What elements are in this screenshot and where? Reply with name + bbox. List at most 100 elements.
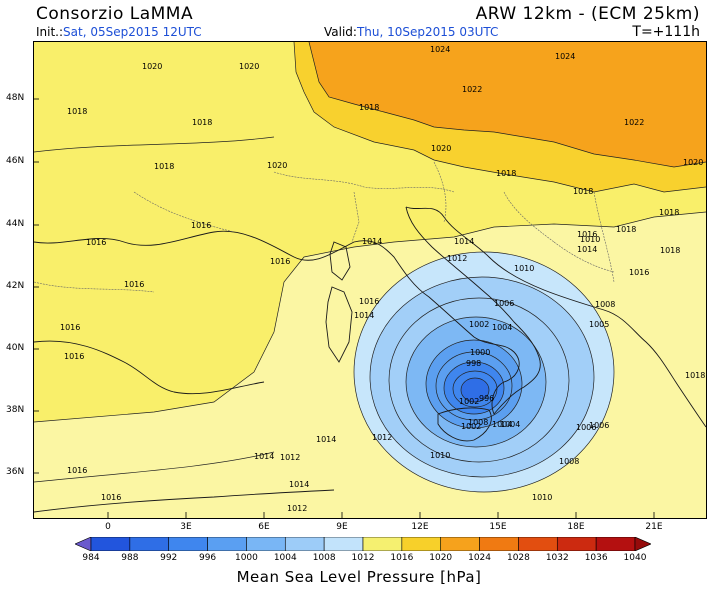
colorbar-tick-label: 1040 — [623, 553, 647, 563]
isobar-label: 1016 — [86, 238, 106, 247]
isobar-label: 1020 — [142, 62, 162, 71]
colorbar-segment — [401, 537, 442, 551]
map-svg: 1020 1020 1024 1024 1022 1022 1020 1018 1018 1018… — [34, 42, 706, 518]
colorbar-tick-label: 1028 — [506, 553, 530, 563]
lon-label-0: 0 — [105, 522, 111, 532]
forecast-step: T=+111h — [632, 24, 700, 40]
isobar-label: 1018 — [659, 208, 679, 217]
isobar-label: 1018 — [660, 246, 680, 255]
isobar-label: 1002 — [461, 422, 481, 431]
colorbar-segment — [246, 537, 286, 551]
isobar-label: 1018 — [496, 169, 516, 178]
colorbar-segment — [595, 537, 636, 551]
colorbar-segment — [556, 537, 597, 551]
lon-label-12e: 12E — [411, 522, 429, 532]
lon-label-9e: 9E — [336, 522, 348, 532]
isobar-label: 1014 — [362, 237, 382, 246]
isobar-label: 1018 — [359, 103, 379, 112]
isobar-label: 1008 — [559, 457, 579, 466]
isobar-label: 1010 — [532, 493, 552, 502]
colorbar-tick-label: 992 — [160, 553, 178, 563]
pressure-map: 1020 1020 1024 1024 1022 1022 1020 1018 1018 1018… — [33, 41, 707, 519]
isobar-label: 1008 — [468, 418, 488, 427]
isobar-label: 1016 — [64, 352, 84, 361]
lon-label-15e: 15E — [489, 522, 507, 532]
colorbar-segment — [323, 537, 364, 551]
isobar-label: 1024 — [430, 45, 450, 54]
lon-label-18e: 18E — [567, 522, 585, 532]
colorbar — [75, 537, 651, 551]
init-value: Sat, 05Sep2015 12UTC — [63, 25, 202, 39]
isobar-label: 1018 — [685, 371, 705, 380]
isobar-label: 1020 — [239, 62, 259, 71]
isobar-label: 1016 — [101, 493, 121, 502]
isobar-label: 1012 — [280, 453, 300, 462]
isobar-label: 1016 — [270, 257, 290, 266]
isobar-label: 1002 — [469, 320, 489, 329]
coastlines — [34, 206, 706, 513]
isobar-lines — [34, 42, 706, 493]
isobar-label: 1006 — [576, 423, 596, 432]
isobar-label: 1010 — [514, 264, 534, 273]
isobar-labels: 1020 1020 1024 1024 1022 1022 1020 1018 1018 1018… — [60, 45, 705, 513]
colorbar-tick-label: 988 — [121, 553, 139, 563]
isobar-label: 1004 — [492, 323, 512, 332]
lat-label-44n: 44N — [6, 219, 25, 229]
lat-label-40n: 40N — [6, 343, 25, 353]
isobar-label: 996 — [479, 394, 494, 403]
isobar-label: 1014 — [354, 311, 374, 320]
colorbar-title: Mean Sea Level Pressure [hPa] — [236, 568, 482, 586]
colorbar-tick-label: 1012 — [351, 553, 375, 563]
isobar-label: 1010 — [430, 451, 450, 460]
isobar-label: 1016 — [629, 268, 649, 277]
isobar-label: 1020 — [431, 144, 451, 153]
isobar-label: 1016 — [191, 221, 211, 230]
isobar-label: 1018 — [192, 118, 212, 127]
isobar-label: 1010 — [580, 235, 600, 244]
colorbar-segment — [207, 537, 247, 551]
isobar-label: 1020 — [683, 158, 703, 167]
isobar-label: 1012 — [447, 254, 467, 263]
title-right: ARW 12km - (ECM 25km) — [475, 4, 700, 24]
map-ticks — [34, 98, 655, 518]
lat-label-42n: 42N — [6, 281, 25, 291]
isobar-label: 1020 — [267, 161, 287, 170]
isobar-label: 1004 — [500, 420, 520, 429]
title-left: Consorzio LaMMA — [36, 4, 194, 24]
isobar-label: 1024 — [555, 52, 575, 61]
colorbar-tick-label: 996 — [198, 553, 217, 563]
isobar-label: 1014 — [454, 237, 474, 246]
isobar-label: 1000 — [470, 348, 490, 357]
field-1024-1028 — [309, 42, 706, 167]
isobar-label: 1022 — [624, 118, 644, 127]
colorbar-segment — [362, 537, 403, 551]
colorbar-tick-label: 1020 — [429, 553, 453, 563]
isobar-label: 1014 — [254, 452, 274, 461]
isobar-label: 1006 — [494, 299, 514, 308]
valid-value: Thu, 10Sep2015 03UTC — [356, 25, 499, 39]
isobar-label: 1022 — [462, 85, 482, 94]
isobar-label: 1002 — [459, 397, 479, 406]
init-label: Init.: — [36, 25, 64, 39]
isobar-label: 1018 — [573, 187, 593, 196]
lon-label-21e: 21E — [645, 522, 663, 532]
isobar-label: 1012 — [287, 504, 307, 513]
isobar-label: 1018 — [67, 107, 87, 116]
colorbar-segment — [90, 537, 131, 551]
isobar-label: 1016 — [124, 280, 144, 289]
valid-line: Valid:Thu, 10Sep2015 03UTC — [324, 25, 498, 39]
colorbar-low-arrow — [75, 537, 92, 551]
colorbar-segment — [440, 537, 480, 551]
isobar-label: 1006 — [589, 421, 609, 430]
isobar-label: 1016 — [359, 297, 379, 306]
colorbar-segment — [479, 537, 519, 551]
isobar-label: 1014 — [316, 435, 336, 444]
isobar-label: 1012 — [372, 433, 392, 442]
isobar-label: 1004 — [492, 420, 512, 429]
lon-label-3e: 3E — [180, 522, 192, 532]
isobar-label: 998 — [466, 359, 481, 368]
isobar-label: 1014 — [289, 480, 309, 489]
isobar-label: 1018 — [616, 225, 636, 234]
init-line: Init.:Sat, 05Sep2015 12UTC — [36, 25, 202, 39]
isobar-label: 1005 — [589, 320, 609, 329]
